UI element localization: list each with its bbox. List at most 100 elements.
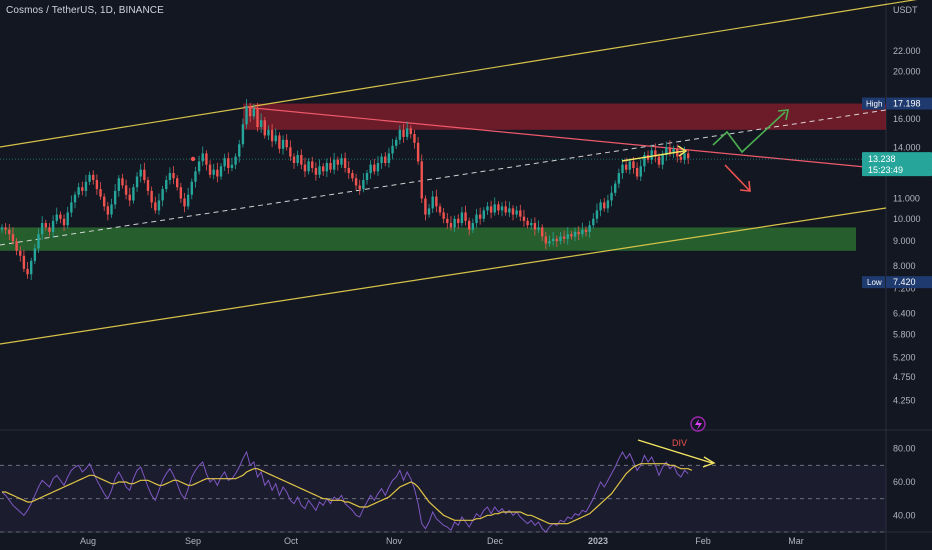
candle-body	[190, 181, 193, 195]
candle-body	[26, 268, 29, 275]
candle-body	[245, 106, 248, 125]
high-value: 17.198	[893, 99, 921, 109]
candle-body	[124, 185, 128, 195]
candle-body	[66, 212, 69, 226]
candle-body	[70, 202, 73, 213]
candle-body	[603, 202, 606, 209]
low-label: Low	[867, 278, 882, 287]
candle-body	[489, 206, 493, 213]
candle-body	[384, 156, 387, 164]
candle-body	[351, 173, 354, 179]
candle-body	[139, 169, 142, 177]
candle-body	[267, 129, 270, 136]
candle-body	[281, 139, 285, 149]
candle-body	[614, 183, 617, 193]
candle-body	[358, 185, 361, 190]
candle-body	[471, 223, 475, 230]
candle-body	[632, 161, 635, 168]
candle-body	[376, 163, 380, 172]
price-tick-label: 16.000	[893, 114, 921, 124]
candle-body	[135, 176, 139, 188]
candle-body	[230, 164, 234, 168]
candle-body	[570, 234, 573, 237]
candle-body	[464, 212, 467, 221]
candle-body	[343, 158, 347, 168]
time-tick-label: Oct	[284, 536, 299, 546]
candle-body	[599, 202, 602, 211]
candle-body	[113, 190, 117, 205]
candle-body	[44, 223, 47, 228]
candle-body	[311, 161, 314, 168]
candle-body	[511, 208, 515, 215]
candle-body	[81, 187, 84, 191]
candle-body	[33, 248, 37, 261]
candle-body	[398, 129, 402, 140]
candle-body	[427, 208, 431, 215]
candle-body	[402, 129, 405, 137]
flash-icon	[690, 416, 706, 432]
event-marker-icon	[190, 156, 196, 162]
candle-body	[307, 161, 310, 172]
candle-body	[4, 227, 7, 230]
candle-body	[555, 238, 558, 242]
candle-body	[405, 128, 409, 137]
candle-body	[449, 223, 453, 228]
candle-body	[183, 198, 186, 207]
candle-body	[442, 212, 445, 219]
candle-body	[413, 134, 416, 143]
candle-body	[373, 164, 376, 172]
candle-body	[526, 220, 529, 226]
channel-midline	[0, 109, 887, 246]
candle-body	[179, 187, 183, 199]
low-value: 7.420	[893, 277, 916, 287]
candle-body	[515, 210, 518, 215]
candle-body	[362, 180, 365, 190]
price-tick-label: 7.200	[893, 284, 916, 294]
candle-body	[11, 234, 15, 242]
time-tick-label: Nov	[386, 536, 403, 546]
candle-body	[263, 120, 266, 136]
candle-body	[354, 178, 358, 186]
candle-body	[530, 223, 533, 226]
price-tick-label: 4.250	[893, 396, 916, 406]
candle-body	[486, 206, 489, 211]
candle-body	[643, 154, 646, 167]
price-tick-label: 11.000	[893, 194, 920, 204]
candle-body	[657, 156, 661, 165]
candle-body	[92, 174, 95, 181]
candle-body	[238, 144, 241, 157]
candle-body	[99, 189, 102, 197]
candle-body	[172, 173, 175, 179]
candle-body	[504, 206, 507, 213]
candle-body	[150, 190, 153, 203]
time-tick-label: 2023	[588, 536, 608, 546]
candle-body	[8, 229, 11, 235]
candle-body	[241, 124, 245, 145]
candle-body	[617, 173, 621, 184]
candle-body	[300, 154, 303, 165]
candle-body	[132, 187, 135, 201]
channel-lower-line	[0, 207, 887, 345]
candle-body	[654, 150, 657, 157]
candle-body	[40, 223, 44, 235]
candle-body	[157, 200, 161, 211]
candle-body	[117, 178, 120, 191]
candle-body	[573, 231, 577, 237]
candle-body	[665, 147, 668, 155]
higher-high-arrow	[621, 150, 685, 162]
candle-body	[84, 181, 88, 191]
candle-body	[106, 206, 110, 215]
candle-body	[223, 158, 226, 167]
candle-body	[30, 260, 33, 275]
candle-body	[639, 166, 642, 177]
candle-body	[635, 167, 639, 177]
bearish-path-arrow-head	[739, 180, 751, 192]
candle-body	[19, 250, 22, 256]
candle-body	[453, 218, 456, 228]
time-tick-label: Sep	[185, 536, 201, 546]
candle-body	[347, 167, 350, 174]
candle-body	[161, 189, 164, 201]
candle-body	[110, 204, 113, 215]
price-tick-label: 6.400	[893, 309, 916, 319]
